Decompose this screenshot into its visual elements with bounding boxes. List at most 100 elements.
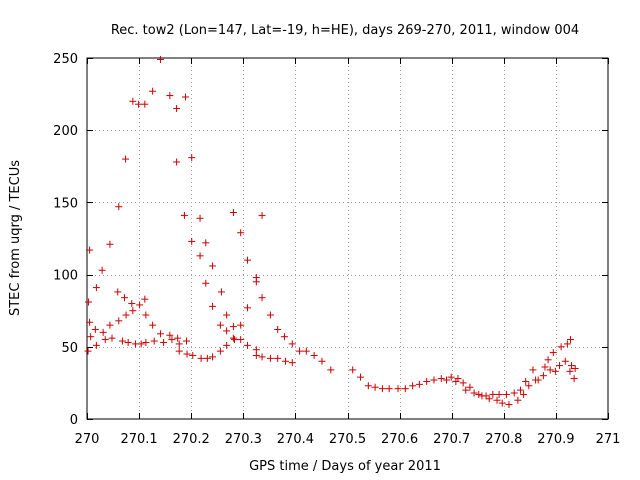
x-tick-label: 270.7: [433, 432, 470, 447]
data-point: [510, 389, 518, 397]
data-point: [181, 93, 189, 101]
data-point: [371, 383, 379, 391]
data-point: [529, 366, 537, 374]
data-point: [217, 288, 225, 296]
data-point: [166, 92, 174, 100]
data-point: [229, 323, 237, 331]
data-point: [364, 382, 372, 390]
data-point: [563, 340, 571, 348]
data-point: [149, 321, 157, 329]
data-point: [378, 385, 386, 393]
data-point: [288, 340, 296, 348]
data-point: [459, 379, 467, 387]
data-point: [141, 100, 149, 108]
data-point: [183, 350, 191, 358]
data-point: [86, 318, 94, 326]
data-point: [549, 349, 557, 357]
data-point: [98, 266, 106, 274]
data-point: [115, 203, 123, 211]
data-point: [223, 327, 231, 335]
data-point: [209, 262, 217, 270]
data-point: [106, 240, 114, 248]
data-point: [101, 336, 109, 344]
data-point: [318, 357, 326, 365]
y-tick-label: 50: [61, 341, 78, 356]
y-tick-label: 0: [70, 413, 78, 428]
data-point: [252, 278, 260, 286]
x-axis-label: GPS time / Days of year 2011: [249, 459, 441, 474]
data-point: [142, 311, 150, 319]
data-point: [189, 351, 197, 359]
data-point: [493, 396, 501, 404]
data-point: [442, 376, 450, 384]
data-point: [118, 337, 126, 345]
data-point: [258, 211, 266, 219]
data-point: [160, 338, 168, 346]
data-point: [216, 321, 224, 329]
data-point: [280, 333, 288, 341]
data-point: [485, 395, 493, 403]
data-point: [136, 301, 144, 309]
data-point: [498, 399, 506, 407]
data-point: [141, 295, 149, 303]
data-point: [135, 100, 143, 108]
data-point: [122, 311, 130, 319]
data-point: [85, 298, 93, 306]
x-tick-label: 270.6: [381, 432, 418, 447]
data-point: [237, 321, 245, 329]
data-point: [175, 340, 183, 348]
data-point: [539, 372, 547, 380]
data-point: [534, 376, 542, 384]
data-point: [482, 392, 490, 400]
data-point: [266, 311, 274, 319]
data-point: [84, 347, 92, 355]
data-point: [489, 390, 497, 398]
data-point: [175, 347, 183, 355]
data-point: [87, 333, 95, 341]
data-point: [166, 331, 174, 339]
data-point: [385, 385, 393, 393]
data-point: [462, 386, 470, 394]
data-point: [409, 382, 417, 390]
data-point: [124, 338, 132, 346]
data-point: [168, 336, 176, 344]
data-point: [541, 363, 549, 371]
data-point: [209, 353, 217, 361]
data-point: [86, 246, 94, 254]
y-axis-label: STEC from uqrg / TECUs: [8, 160, 23, 316]
grid-lines: [87, 58, 608, 419]
data-point: [173, 158, 181, 166]
data-point: [92, 341, 100, 349]
data-point: [196, 252, 204, 260]
data-point: [209, 302, 217, 310]
data-point: [197, 354, 205, 362]
data-point: [173, 105, 181, 113]
data-point: [223, 311, 231, 319]
data-point: [302, 347, 310, 355]
data-point: [447, 373, 455, 381]
x-tick-label: 270.2: [173, 432, 210, 447]
chart-title: Rec. tow2 (Lon=147, Lat=-19, h=HE), days…: [111, 23, 579, 38]
data-point: [551, 367, 559, 375]
data-point: [237, 229, 245, 237]
x-tick-label: 270: [75, 432, 100, 447]
data-point: [230, 336, 238, 344]
data-point: [502, 390, 510, 398]
x-tick-label: 270.1: [120, 432, 157, 447]
x-tick-label: 270.3: [225, 432, 262, 447]
x-tick-label: 271: [596, 432, 621, 447]
x-tick-label: 270.4: [277, 432, 314, 447]
data-point: [415, 380, 423, 388]
data-point: [203, 354, 211, 362]
data-point: [454, 375, 462, 383]
data-point: [252, 351, 260, 359]
data-point: [129, 97, 137, 105]
data-point: [556, 362, 564, 370]
data-point: [495, 390, 503, 398]
data-point: [570, 375, 578, 383]
data-point: [566, 367, 574, 375]
data-point: [557, 343, 565, 351]
data-point: [99, 328, 107, 336]
data-point: [156, 330, 164, 338]
data-point: [475, 390, 483, 398]
